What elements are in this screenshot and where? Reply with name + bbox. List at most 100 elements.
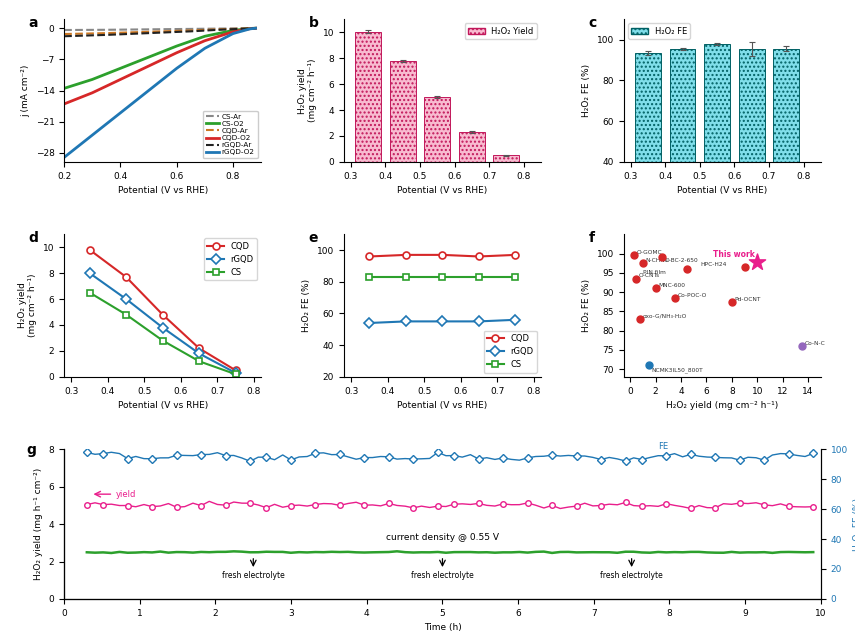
X-axis label: H₂O₂ yield (mg cm⁻² h⁻¹): H₂O₂ yield (mg cm⁻² h⁻¹) — [666, 401, 778, 410]
CS-Ar — [233, 24, 244, 32]
Text: fresh electrolyte: fresh electrolyte — [411, 571, 474, 580]
Line: CS-O2: CS-O2 — [64, 28, 256, 88]
Y-axis label: H₂O₂ FE (%): H₂O₂ FE (%) — [582, 64, 591, 117]
Text: fresh electrolyte: fresh electrolyte — [600, 571, 663, 580]
Y-axis label: H₂O₂ yield
(mg cm⁻² h⁻¹): H₂O₂ yield (mg cm⁻² h⁻¹) — [298, 59, 317, 122]
Bar — [493, 155, 519, 162]
CS — [510, 273, 521, 281]
CS-O2 — [200, 32, 210, 40]
Text: e: e — [309, 231, 318, 245]
rGQD-Ar — [245, 24, 255, 32]
rGQD-O2 — [251, 24, 261, 32]
CQD — [157, 311, 168, 319]
CQD-Ar — [101, 29, 111, 37]
rGQD-Ar — [233, 25, 244, 33]
Point — [751, 257, 764, 267]
CQD-O2 — [59, 100, 69, 108]
Text: HPC-H24: HPC-H24 — [700, 262, 727, 267]
rGQD-O2 — [172, 64, 182, 72]
CS-O2 — [172, 42, 182, 50]
CQD-Ar — [59, 30, 69, 38]
CS-Ar — [59, 26, 69, 34]
X-axis label: Potential (V vs RHE): Potential (V vs RHE) — [398, 186, 487, 195]
rGQD-O2 — [228, 30, 239, 37]
Text: b: b — [309, 17, 318, 30]
rGQD — [474, 317, 484, 325]
Line: rGQD: rGQD — [366, 316, 519, 327]
Legend: H₂O₂ FE: H₂O₂ FE — [628, 23, 690, 39]
rGQD — [364, 319, 374, 327]
Point — [629, 274, 643, 284]
rGQD — [401, 317, 411, 325]
Legend: CQD, rGQD, CS: CQD, rGQD, CS — [484, 330, 537, 373]
Bar — [773, 49, 799, 243]
Point — [627, 251, 640, 261]
Line: CS: CS — [86, 289, 239, 377]
Text: Co-POC-O: Co-POC-O — [677, 292, 706, 298]
CS-Ar — [214, 24, 224, 32]
Bar — [459, 132, 485, 162]
CQD-O2 — [251, 24, 261, 32]
Bar — [739, 49, 764, 243]
Y-axis label: H₂O₂ yield
(mg cm⁻² h⁻¹): H₂O₂ yield (mg cm⁻² h⁻¹) — [18, 274, 38, 337]
Text: Co-N-C: Co-N-C — [805, 341, 825, 346]
Text: NCMK3IL50_800T: NCMK3IL50_800T — [652, 367, 704, 373]
Legend: CS-Ar, CS-O2, CQD-Ar, CQD-O2, rGQD-Ar, rGQD-O2: CS-Ar, CS-O2, CQD-Ar, CQD-O2, rGQD-Ar, r… — [203, 111, 257, 158]
CS — [121, 311, 132, 319]
CQD-Ar — [144, 28, 154, 35]
CS — [194, 357, 204, 365]
rGQD-O2 — [59, 153, 69, 161]
Bar — [635, 53, 661, 243]
rGQD-Ar — [101, 31, 111, 39]
Point — [642, 360, 656, 370]
Text: a: a — [29, 17, 38, 30]
Line: CS: CS — [366, 274, 519, 281]
Bar — [355, 32, 381, 162]
Text: Pd-OCNT: Pd-OCNT — [734, 296, 761, 301]
Line: rGQD: rGQD — [86, 270, 239, 376]
Y-axis label: j (mA cm⁻²): j (mA cm⁻²) — [21, 64, 30, 117]
CQD-O2 — [144, 62, 154, 70]
Line: CQD-O2: CQD-O2 — [64, 28, 256, 104]
Bar — [705, 44, 730, 243]
CQD — [510, 251, 521, 259]
CQD — [121, 273, 132, 281]
rGQD — [194, 350, 204, 357]
rGQD-O2 — [144, 87, 154, 95]
Text: PIN film: PIN film — [643, 270, 666, 274]
CQD-Ar — [214, 26, 224, 33]
Y-axis label: H₂O₂ FE (%): H₂O₂ FE (%) — [853, 498, 855, 551]
Text: f: f — [588, 231, 594, 245]
CQD-O2 — [228, 28, 239, 35]
Text: d: d — [29, 231, 38, 245]
Legend: H₂O₂ Yield: H₂O₂ Yield — [464, 23, 537, 39]
CQD — [438, 251, 448, 259]
Text: fresh electrolyte: fresh electrolyte — [222, 571, 285, 580]
CQD-Ar — [233, 25, 244, 33]
rGQD-O2 — [87, 131, 97, 139]
Text: O-CNTs: O-CNTs — [639, 274, 660, 278]
CS-Ar — [186, 25, 196, 33]
rGQD-Ar — [59, 32, 69, 40]
CS-O2 — [245, 24, 255, 32]
CS-Ar — [101, 26, 111, 33]
CQD — [364, 252, 374, 260]
rGQD-Ar — [251, 24, 261, 32]
CQD — [474, 252, 484, 260]
CQD-Ar — [186, 26, 196, 34]
X-axis label: Time (h): Time (h) — [423, 623, 462, 632]
CQD-O2 — [115, 75, 126, 83]
X-axis label: Potential (V vs RHE): Potential (V vs RHE) — [677, 186, 768, 195]
Point — [725, 296, 739, 307]
Text: oxo-G/NH₃·H₂O: oxo-G/NH₃·H₂O — [643, 314, 687, 319]
CQD-O2 — [245, 25, 255, 33]
CS — [157, 337, 168, 345]
rGQD-O2 — [245, 25, 255, 33]
Point — [681, 264, 694, 274]
rGQD-O2 — [200, 44, 210, 52]
Point — [668, 293, 681, 303]
Point — [795, 341, 809, 351]
CQD-O2 — [87, 89, 97, 97]
CS-O2 — [144, 53, 154, 61]
Text: FE: FE — [658, 442, 669, 451]
